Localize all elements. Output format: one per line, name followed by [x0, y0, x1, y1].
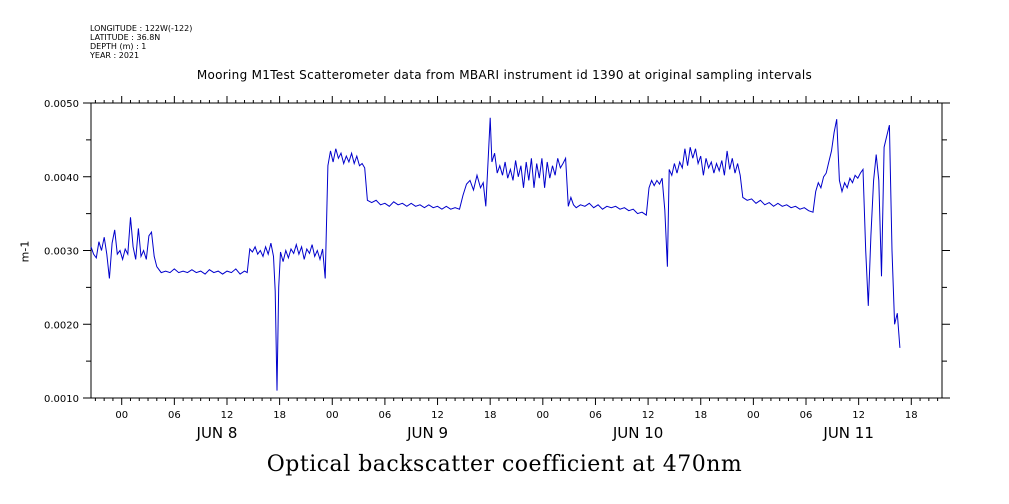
plot-frame — [90, 102, 943, 399]
meta-latitude: LATITUDE : 36.8N — [90, 33, 161, 42]
data-line — [90, 117, 901, 391]
x-tick-label: 12 — [852, 410, 865, 421]
meta-year: YEAR : 2021 — [90, 51, 140, 60]
day-label: JUN 8 — [196, 424, 238, 442]
chart-title: Mooring M1Test Scatterometer data from M… — [196, 68, 813, 82]
x-tick-label: 06 — [800, 410, 813, 421]
axis-ticks — [83, 96, 950, 405]
x-tick-label: 00 — [326, 410, 339, 421]
y-tick-label: 0.0050 — [44, 99, 79, 110]
x-tick-label: 18 — [484, 410, 497, 421]
y-tick-label: 0.0020 — [44, 320, 79, 331]
x-tick-label: 12 — [642, 410, 655, 421]
x-tick-label: 18 — [905, 410, 918, 421]
day-label: JUN 10 — [612, 424, 663, 442]
y-tick-label: 0.0010 — [44, 394, 79, 405]
x-tick-label: 12 — [221, 410, 234, 421]
day-label: JUN 11 — [822, 424, 873, 442]
day-labels: JUN 8 JUN 9 JUN 10 JUN 11 — [196, 424, 874, 442]
meta-depth: DEPTH (m) : 1 — [90, 42, 147, 51]
day-label: JUN 9 — [406, 424, 448, 442]
x-tick-label: 00 — [115, 410, 128, 421]
x-axis-title: Optical backscatter coefficient at 470nm — [266, 452, 743, 477]
x-tick-label: 18 — [694, 410, 707, 421]
x-tick-labels: 00 06 12 18 00 06 12 18 00 06 12 18 00 06 12 18 — [115, 410, 917, 421]
x-tick-label: 00 — [747, 410, 760, 421]
y-tick-label: 0.0030 — [44, 247, 79, 258]
x-tick-label: 18 — [273, 410, 286, 421]
x-tick-label: 06 — [379, 410, 392, 421]
x-tick-label: 00 — [536, 410, 549, 421]
x-tick-label: 06 — [589, 410, 602, 421]
y-tick-labels: 0.0010 0.0020 0.0030 0.0040 0.0050 — [44, 99, 79, 405]
meta-longitude: LONGITUDE : 122W(-122) — [90, 24, 193, 33]
x-tick-label: 12 — [431, 410, 444, 421]
y-tick-label: 0.0040 — [44, 173, 79, 184]
x-tick-label: 06 — [168, 410, 181, 421]
